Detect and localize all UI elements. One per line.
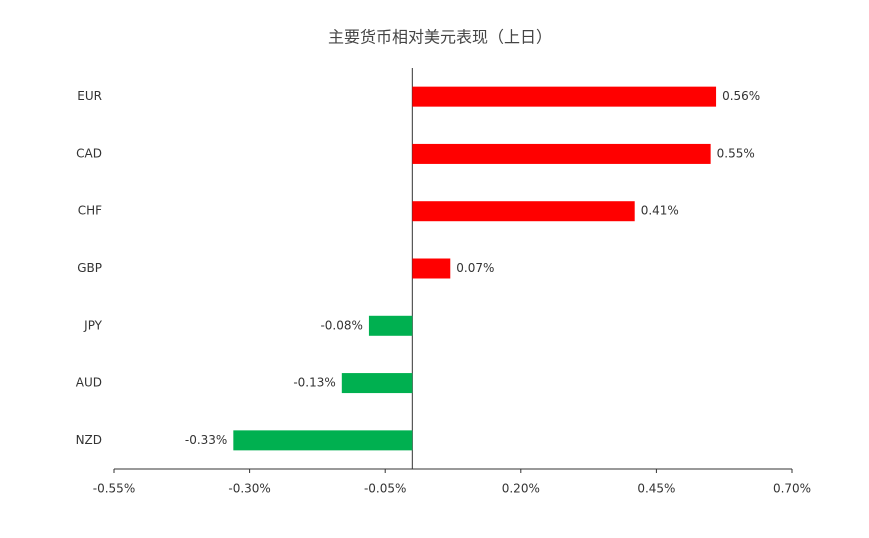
- x-tick-label: -0.30%: [228, 482, 270, 496]
- x-tick-label: -0.55%: [93, 482, 135, 496]
- bar: [412, 143, 711, 164]
- bar: [368, 315, 413, 336]
- bar: [233, 430, 413, 451]
- y-tick-label: CAD: [76, 146, 102, 160]
- value-label: 0.41%: [641, 204, 679, 218]
- y-tick-label: AUD: [76, 376, 102, 390]
- x-tick-label: -0.05%: [364, 482, 406, 496]
- x-tick-label: 0.20%: [502, 482, 540, 496]
- y-tick-label: JPY: [83, 318, 103, 332]
- bar: [412, 201, 635, 222]
- x-tick-label: 0.45%: [637, 482, 675, 496]
- bar: [412, 86, 717, 107]
- value-label: 0.55%: [717, 146, 755, 160]
- value-label: -0.33%: [185, 433, 227, 447]
- y-tick-label: EUR: [77, 89, 102, 103]
- value-label: -0.08%: [320, 318, 362, 332]
- x-tick-label: 0.70%: [773, 482, 811, 496]
- value-label: -0.13%: [293, 376, 335, 390]
- y-tick-label: NZD: [76, 433, 102, 447]
- bar: [341, 373, 413, 394]
- y-tick-label: GBP: [77, 261, 102, 275]
- bar: [412, 258, 451, 279]
- value-label: 0.56%: [722, 89, 760, 103]
- y-tick-label: CHF: [78, 204, 102, 218]
- chart-title: 主要货币相对美元表现（上日）: [328, 28, 552, 47]
- value-label: 0.07%: [456, 261, 494, 275]
